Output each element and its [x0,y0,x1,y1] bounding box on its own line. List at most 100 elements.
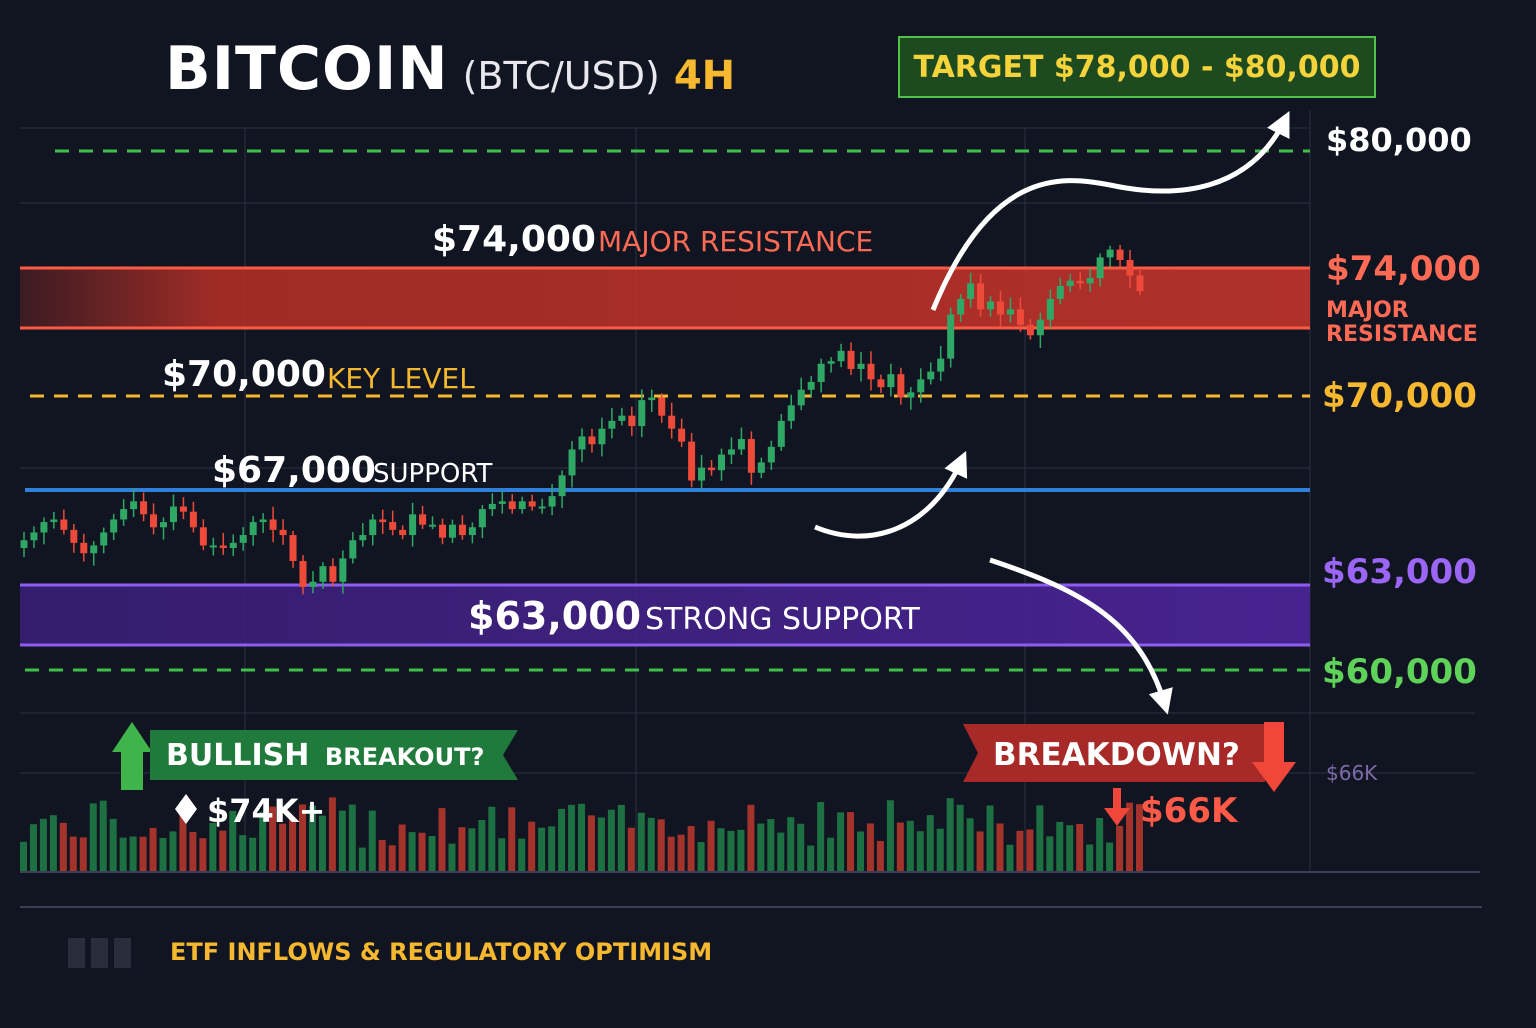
small-down-arrow-icon [1104,788,1130,826]
axis-label-74k: $74,000 [1326,249,1481,289]
breakout-arrow-to-target [930,111,1290,311]
volume-bar [1006,844,1014,872]
volume-bar [926,815,934,872]
volume-bar [318,815,326,872]
volume-bar [1086,844,1094,872]
volume-bar [59,822,67,872]
candle-body [289,535,297,562]
volume-bar [119,837,127,872]
bullish-up-arrow-icon [112,722,152,790]
candle-body [1116,249,1124,260]
volume-bar [189,831,197,872]
support-value-label: $67,000 [212,450,376,491]
candle-body [20,540,28,549]
chart-title: BITCOIN (BTC/USD) 4H [165,34,735,104]
candle-body [309,581,317,587]
candle-body [608,420,616,429]
bullish-label: BULLISH BREAKOUT? [166,738,484,773]
candle-body [219,545,227,549]
candle-body [239,535,247,543]
bounce-arrow [814,450,968,539]
candle-body [179,506,187,512]
volume-bar [269,806,277,872]
volume-bar [438,808,446,872]
title-text: BITCOIN [165,34,449,104]
candle-body [997,301,1004,315]
candle-body [70,529,78,543]
volume-bar [707,820,715,872]
candle-body [90,545,98,554]
candle-body [937,358,945,372]
volume-bar [69,836,77,872]
volume-bar [308,805,316,872]
volume-bar [259,811,267,872]
volume-bar [1016,830,1024,872]
strong-support-value-label: $63,000 [468,594,641,638]
axis-label-63k: $63,000 [1322,552,1477,592]
candle-body [977,283,985,310]
volume-bar [597,817,605,872]
volume-bar [936,828,944,872]
candle-body [947,314,955,359]
diamond-icon [175,794,197,824]
candle-body [448,524,456,538]
candle-body [628,415,636,427]
candle-body [538,506,546,509]
volume-bar [737,829,745,872]
candle-body [60,519,68,530]
volume-bar [916,831,924,872]
breakdown-label: BREAKDOWN? [993,737,1240,773]
volume-bar [20,841,27,872]
volume-bar [498,838,506,872]
bullish-banner [150,730,518,780]
axis-label-60k: $60,000 [1322,652,1477,692]
candle-body [678,428,686,442]
volume-bar [538,827,546,872]
candle-body [837,350,845,362]
candle-body [927,371,935,380]
volume-bar [697,842,705,872]
bullish-badge: BULLISH BREAKOUT? $74K+ [112,722,518,830]
candle-body [1126,259,1134,276]
candle-body [508,501,516,510]
candle-body [379,519,387,523]
candle-body [568,449,576,476]
volume-bar [229,810,237,872]
volume-bar [986,805,994,872]
pair-text: (BTC/USD) [462,54,660,98]
candle-body [857,363,865,369]
candle-body [349,540,357,559]
volume-bar [289,819,297,872]
candle-body [827,361,835,364]
volume-bar [617,804,625,872]
candle-body [389,522,397,530]
volume-bar [1096,818,1104,872]
candle-body [1076,280,1084,284]
candle-body [409,514,417,536]
volume-bar [79,837,87,872]
volume-bar [1066,825,1074,872]
volume-bar [876,840,884,872]
candle-body [698,467,706,481]
candle-body [767,446,775,463]
candle-body [209,545,217,548]
volume-bar [1026,829,1034,872]
volume-bar [767,819,775,872]
volume-bar [179,814,187,872]
candle-body [1026,324,1034,336]
volume-bar [1106,842,1114,872]
volume-bar [1136,804,1143,872]
candle-body [528,501,536,507]
volume-bar [279,823,287,872]
volume-bar [558,808,566,872]
candle-body [777,420,785,447]
volume-bar [99,800,107,872]
candle-body [478,509,486,528]
candle-body [488,503,496,510]
volume-bar [866,823,874,872]
candle-body [369,519,377,536]
candle-body [110,519,118,533]
candle-body [319,566,327,582]
